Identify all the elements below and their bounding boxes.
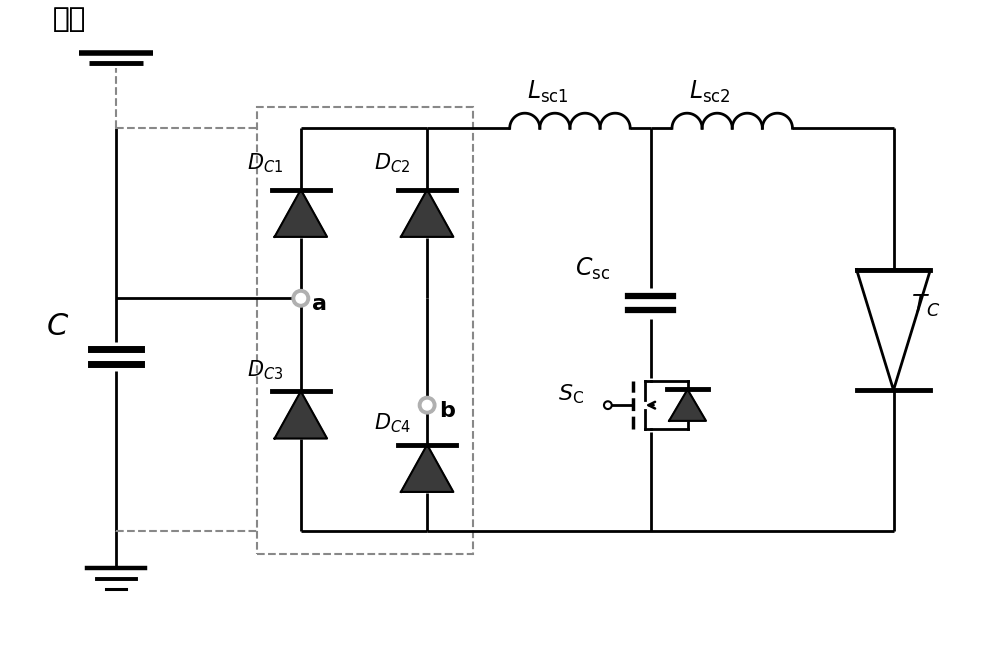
Circle shape <box>422 401 432 410</box>
Text: $D_{C3}$: $D_{C3}$ <box>247 358 284 382</box>
Text: $D_{C2}$: $D_{C2}$ <box>374 152 410 175</box>
Text: $D_{C1}$: $D_{C1}$ <box>247 152 284 175</box>
Circle shape <box>292 289 310 307</box>
Text: $L_{\mathsf{sc2}}$: $L_{\mathsf{sc2}}$ <box>689 79 731 105</box>
Text: 电网: 电网 <box>53 5 86 33</box>
Polygon shape <box>401 190 453 237</box>
Circle shape <box>418 397 436 414</box>
Polygon shape <box>401 444 453 492</box>
Polygon shape <box>669 390 706 421</box>
Circle shape <box>604 401 612 409</box>
Text: $C_{\mathsf{sc}}$: $C_{\mathsf{sc}}$ <box>575 256 610 282</box>
Text: b: b <box>439 401 455 421</box>
Polygon shape <box>275 391 327 439</box>
Text: $D_{C4}$: $D_{C4}$ <box>374 412 410 435</box>
Text: $C$: $C$ <box>46 312 69 341</box>
Circle shape <box>296 293 306 303</box>
Polygon shape <box>857 269 930 390</box>
Text: $S_{\mathsf{C}}$: $S_{\mathsf{C}}$ <box>558 382 584 406</box>
Text: $T_C$: $T_C$ <box>911 293 940 318</box>
Text: 电网: 电网 <box>53 5 86 33</box>
Text: $L_{\mathsf{sc1}}$: $L_{\mathsf{sc1}}$ <box>527 79 569 105</box>
Text: a: a <box>312 294 327 314</box>
Polygon shape <box>275 190 327 237</box>
